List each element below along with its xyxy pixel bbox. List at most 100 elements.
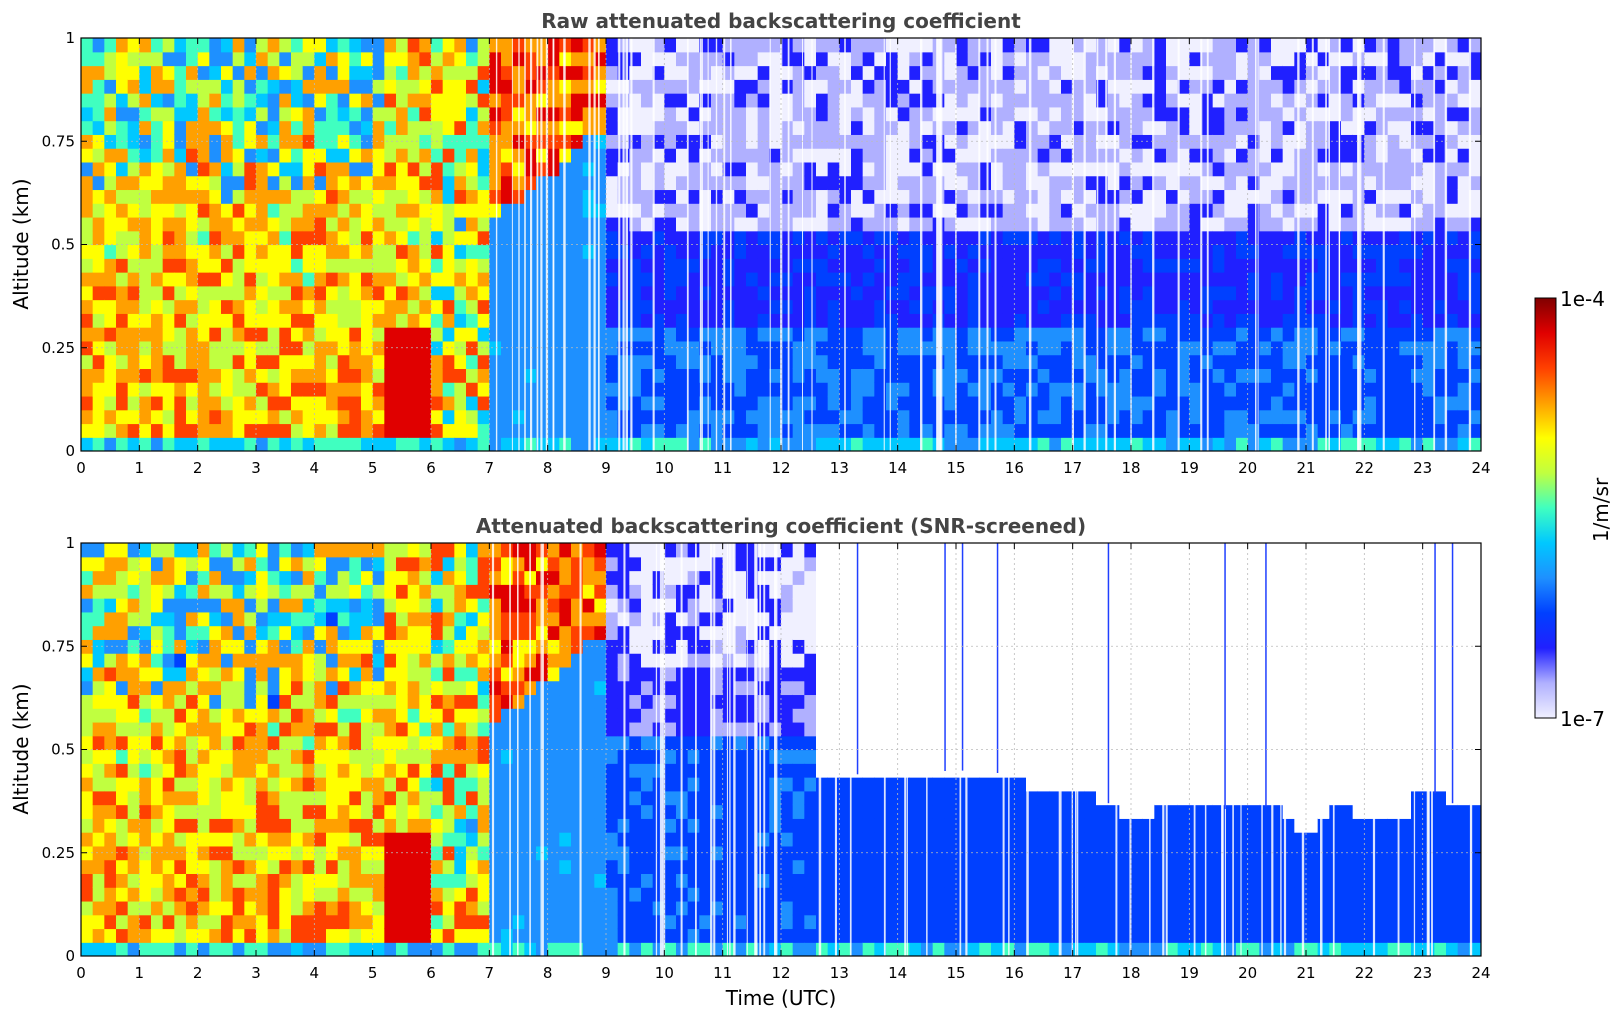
heatmap-cell — [232, 327, 245, 342]
heatmap-cell — [232, 189, 245, 204]
heatmap-cell — [734, 93, 747, 108]
heatmap-cell — [326, 368, 339, 383]
heatmap-cell — [337, 423, 350, 438]
heatmap-cell — [139, 543, 152, 558]
heatmap-cell — [501, 272, 514, 287]
heatmap-cell — [442, 611, 455, 627]
heatmap-cell — [1026, 299, 1039, 314]
heatmap-cell — [909, 272, 922, 287]
heatmap-cell — [1002, 175, 1015, 191]
heatmap-cell — [1224, 423, 1237, 438]
heatmap-cell — [1317, 244, 1330, 259]
heatmap-cell — [1247, 51, 1260, 67]
heatmap-cell — [1469, 437, 1481, 451]
heatmap-cell — [419, 51, 432, 67]
heatmap-cell — [279, 120, 292, 135]
heatmap-cell — [454, 161, 467, 177]
heatmap-cell — [956, 368, 969, 383]
heatmap-cell — [372, 203, 385, 218]
heatmap-cell — [477, 708, 490, 723]
heatmap-cell — [501, 556, 514, 572]
heatmap-cell — [606, 38, 619, 53]
heatmap-cell — [489, 230, 502, 246]
heatmap-cell — [174, 543, 187, 558]
heatmap-cell — [419, 735, 432, 751]
heatmap-cell — [256, 51, 269, 67]
heatmap-cell — [232, 272, 245, 287]
heatmap-cell — [197, 777, 210, 792]
heatmap-cell — [326, 543, 339, 558]
heatmap-cell — [1422, 368, 1435, 383]
heatmap-cell — [1294, 285, 1307, 301]
heatmap-cell — [361, 395, 374, 411]
heatmap-cell — [174, 148, 187, 163]
heatmap-cell — [816, 216, 829, 232]
heatmap-cell — [221, 832, 234, 847]
heatmap-cell — [477, 859, 490, 874]
heatmap-cell — [1224, 409, 1237, 425]
heatmap-cell — [571, 51, 584, 67]
heatmap-cell — [991, 51, 1004, 67]
heatmap-cell — [676, 313, 689, 328]
heatmap-cell — [804, 38, 817, 53]
heatmap-cell — [1166, 258, 1179, 273]
heatmap-cell — [431, 368, 444, 383]
heatmap-cell — [244, 777, 257, 792]
heatmap-cell — [81, 423, 94, 438]
heatmap-cell — [372, 832, 385, 847]
heatmap-cell — [501, 161, 514, 177]
heatmap-cell — [314, 625, 327, 640]
heatmap-cell — [431, 258, 444, 273]
heatmap-cell — [454, 38, 467, 53]
heatmap-cell — [606, 285, 619, 301]
heatmap-cell — [1014, 313, 1027, 328]
heatmap-cell — [477, 203, 490, 218]
heatmap-cell — [979, 148, 992, 163]
heatmap-cell — [384, 51, 397, 67]
heatmap-cell — [314, 804, 327, 819]
heatmap-cell — [1376, 272, 1389, 287]
heatmap-cell — [384, 409, 397, 425]
heatmap-cell — [1341, 230, 1354, 246]
heatmap-cell — [1154, 79, 1167, 94]
x-tick-label: 15 — [946, 459, 965, 477]
heatmap-cell — [232, 845, 245, 861]
heatmap-cell — [349, 694, 362, 709]
heatmap-cell — [1061, 423, 1074, 438]
heatmap-cell — [1224, 244, 1237, 259]
heatmap-cell — [1271, 437, 1284, 451]
heatmap-cell — [81, 272, 94, 287]
heatmap-cell — [151, 368, 164, 383]
heatmap-cell — [606, 258, 619, 273]
heatmap-cell — [302, 148, 315, 163]
heatmap-cell — [979, 244, 992, 259]
heatmap-cell — [477, 666, 490, 682]
heatmap-cell — [384, 38, 397, 53]
heatmap-cell — [116, 763, 129, 778]
heatmap-cell — [407, 928, 420, 943]
heatmap-cell — [851, 354, 864, 369]
heatmap-cell — [1469, 216, 1481, 232]
heatmap-cell — [1037, 272, 1050, 287]
heatmap-cell — [781, 313, 794, 328]
heatmap-cell — [442, 749, 455, 764]
heatmap-cell — [1154, 272, 1167, 287]
heatmap-cell — [431, 749, 444, 764]
heatmap-cell — [291, 680, 304, 696]
heatmap-cell — [127, 790, 140, 806]
heatmap-cell — [244, 175, 257, 191]
heatmap-cell — [827, 285, 840, 301]
heatmap-cell — [337, 804, 350, 819]
heatmap-cell — [151, 653, 164, 668]
heatmap-cell — [1434, 272, 1447, 287]
heatmap-cell — [851, 93, 864, 108]
heatmap-cell — [1166, 313, 1179, 328]
heatmap-cell — [127, 106, 140, 122]
heatmap-cell — [477, 598, 490, 613]
heatmap-cell — [734, 299, 747, 314]
heatmap-cell — [1411, 409, 1424, 425]
heatmap-cell — [477, 611, 490, 627]
data-gap-stripe — [769, 38, 771, 451]
heatmap-cell — [267, 175, 280, 191]
heatmap-cell — [1446, 327, 1459, 342]
